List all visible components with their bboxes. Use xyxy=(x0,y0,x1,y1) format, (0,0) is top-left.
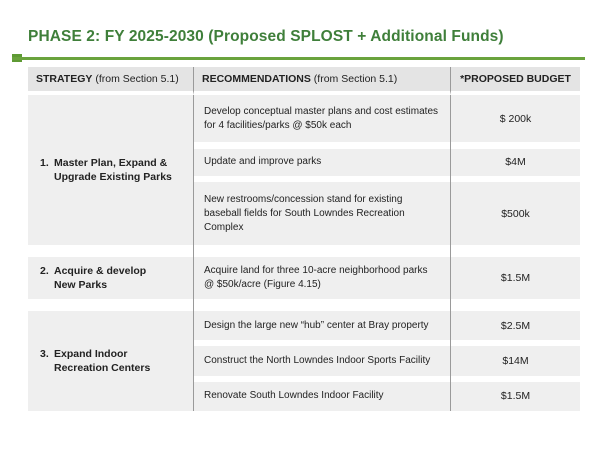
budget-cell: $500k xyxy=(450,182,580,245)
table-row: New restrooms/concession stand for exist… xyxy=(28,182,580,245)
recommendation-cell: Construct the North Lowndes Indoor Sport… xyxy=(193,346,450,376)
strategy-cell: 2. Acquire & develop New Parks xyxy=(28,257,193,299)
strategy-title-line2: Recreation Centers xyxy=(54,362,151,374)
strategy-title-line1: Acquire & develop xyxy=(54,265,147,277)
strategy-cell: 3. Expand Indoor Recreation Centers xyxy=(28,311,193,411)
table-row: Renovate South Lowndes Indoor Facility $… xyxy=(28,381,580,411)
strategy-number: 1. xyxy=(40,157,49,169)
group-gap xyxy=(28,299,580,311)
row-gap xyxy=(28,142,580,149)
header-strategy: STRATEGY (from Section 5.1) xyxy=(28,67,193,95)
recommendation-cell: Design the large new “hub” center at Bra… xyxy=(193,311,450,341)
table-header-row: STRATEGY (from Section 5.1) RECOMMENDATI… xyxy=(28,67,580,95)
header-recommendations-label: RECOMMENDATIONS xyxy=(202,73,311,85)
budget-cell: $2.5M xyxy=(450,311,580,341)
page-title: PHASE 2: FY 2025-2030 (Proposed SPLOST +… xyxy=(28,28,504,45)
strategy-title-line2: New Parks xyxy=(54,279,108,291)
budget-cell: $4M xyxy=(450,148,580,176)
recommendation-cell: Acquire land for three 10-acre neighborh… xyxy=(193,257,450,299)
title-rule xyxy=(12,57,585,60)
strategy-title-line2: Upgrade Existing Parks xyxy=(54,171,172,183)
table-row: Update and improve parks $4M xyxy=(28,148,580,176)
recommendation-cell: New restrooms/concession stand for exist… xyxy=(193,182,450,245)
strategy-title-line1: Master Plan, Expand & xyxy=(54,157,168,169)
row-gap xyxy=(28,375,580,382)
budget-cell: $1.5M xyxy=(450,257,580,299)
row-gap xyxy=(28,340,580,347)
budget-cell: $ 200k xyxy=(450,95,580,142)
budget-table: STRATEGY (from Section 5.1) RECOMMENDATI… xyxy=(28,67,580,411)
strategy-cell: 1. Master Plan, Expand & Upgrade Existing… xyxy=(28,95,193,245)
table-row: Construct the North Lowndes Indoor Sport… xyxy=(28,346,580,376)
strategy-title-line1: Expand Indoor xyxy=(54,348,128,360)
budget-cell: $14M xyxy=(450,346,580,376)
group-gap xyxy=(28,245,580,257)
header-budget: *PROPOSED BUDGET xyxy=(450,67,580,95)
header-recommendations: RECOMMENDATIONS (from Section 5.1) xyxy=(193,67,450,95)
recommendation-cell: Develop conceptual master plans and cost… xyxy=(193,95,450,142)
table-row: 2. Acquire & develop New Parks Acquire la… xyxy=(28,257,580,299)
recommendation-cell: Renovate South Lowndes Indoor Facility xyxy=(193,381,450,411)
table-row: 3. Expand Indoor Recreation Centers Desig… xyxy=(28,311,580,411)
header-strategy-note: (from Section 5.1) xyxy=(92,73,179,85)
strategy-number: 3. xyxy=(40,348,49,360)
row-gap xyxy=(28,175,580,183)
budget-cell: $1.5M xyxy=(450,381,580,411)
header-strategy-label: STRATEGY xyxy=(36,73,93,85)
strategy-number: 2. xyxy=(40,265,49,277)
recommendation-cell: Update and improve parks xyxy=(193,148,450,176)
header-recommendations-note: (from Section 5.1) xyxy=(310,73,398,85)
table-row: 1. Master Plan, Expand & Upgrade Existing… xyxy=(28,95,580,245)
